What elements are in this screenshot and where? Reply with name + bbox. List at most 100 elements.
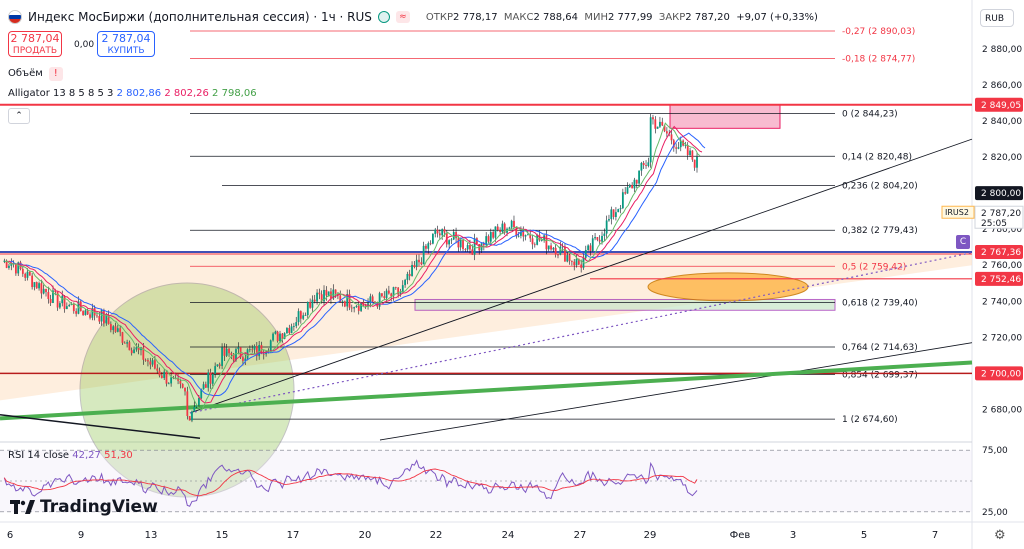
candle-body — [45, 288, 47, 293]
green-trend-line — [0, 360, 973, 421]
candle-body — [448, 240, 451, 245]
candle-body — [114, 326, 117, 332]
price-tick-label: 2 820,00 — [982, 153, 1022, 163]
candle-body — [374, 301, 376, 303]
candle-body — [485, 236, 488, 246]
close-value: 2 787,20 — [685, 11, 730, 23]
candle-body — [299, 311, 302, 319]
price-mark-label: 2 849,05 — [981, 101, 1021, 111]
rsi-legend[interactable]: RSI 14 close 42,27 51,30 — [8, 450, 133, 461]
candle-body — [540, 239, 543, 241]
candle-body — [494, 226, 497, 238]
rsi-line — [3, 459, 698, 507]
trend-line-upper — [189, 138, 973, 414]
candle-body — [225, 348, 228, 356]
gear-icon[interactable]: ⚙ — [994, 528, 1006, 543]
collapse-legend-button[interactable]: ⌃ — [8, 108, 30, 124]
irus-badge-label: IRUS2 — [945, 208, 969, 217]
candle-body — [635, 179, 638, 184]
candle-body — [663, 125, 666, 132]
candle-body — [466, 245, 469, 250]
candle-body — [436, 229, 439, 234]
candle-body — [591, 238, 594, 252]
symbol-title[interactable]: Индекс МосБиржи (дополнительная сессия) … — [28, 10, 372, 24]
candle-body — [529, 234, 532, 239]
candle-body — [156, 368, 159, 371]
buy-button[interactable]: 2 787,04 КУПИТЬ — [97, 31, 155, 57]
candle-body — [160, 375, 163, 378]
candle-body — [137, 347, 140, 351]
candle-body — [295, 322, 298, 327]
candle-body — [304, 315, 307, 316]
candle-body — [615, 212, 617, 217]
price-tick-label: 2 880,00 — [982, 45, 1022, 55]
candle-body — [31, 275, 34, 288]
sell-button[interactable]: 2 787,04 ПРОДАТЬ — [8, 31, 62, 57]
candle-body — [612, 209, 615, 217]
candle-body — [404, 279, 406, 286]
candle-body — [526, 234, 529, 236]
candle-body — [631, 184, 634, 189]
fib-level-label: 1 (2 674,60) — [842, 415, 898, 425]
candle-body — [566, 255, 569, 262]
candle-body — [568, 255, 571, 262]
candle-body — [450, 239, 453, 241]
candle-body — [112, 326, 115, 331]
candle-body — [392, 287, 395, 297]
wave-icon[interactable]: ≈ — [395, 11, 410, 23]
candle-body — [320, 294, 323, 302]
alligator-legend[interactable]: Alligator 13 8 5 8 5 3 2 802,86 2 802,26… — [8, 88, 257, 99]
candle-body — [158, 370, 161, 376]
tradingview-logo[interactable]: TradingView — [10, 497, 158, 517]
candle-body — [283, 333, 286, 339]
time-tick-label: 24 — [502, 530, 515, 541]
time-tick-label: 22 — [430, 530, 443, 541]
candle-body — [195, 405, 198, 407]
fib-level-label: 0,854 (2 699,37) — [842, 370, 918, 380]
candle-body — [72, 303, 75, 312]
candle-body — [216, 364, 219, 367]
candle-body — [288, 327, 291, 333]
candle-body — [15, 264, 17, 274]
candle-body — [42, 288, 45, 294]
time-tick-label: 15 — [216, 530, 229, 541]
alligator-label: Alligator 13 8 5 8 5 3 — [8, 88, 114, 99]
time-tick-label: 29 — [644, 530, 657, 541]
candle-body — [200, 389, 203, 399]
eye-icon[interactable] — [377, 11, 390, 23]
candle-body — [5, 260, 8, 268]
candle-body — [262, 353, 265, 355]
warning-icon[interactable]: ! — [48, 67, 63, 81]
candle-body — [47, 292, 50, 299]
candle-body — [281, 333, 284, 339]
volume-legend[interactable]: Объём! — [8, 67, 63, 81]
candle-body — [520, 231, 522, 236]
time-tick-label: 5 — [861, 530, 867, 541]
candle-body — [522, 231, 525, 237]
currency-selector[interactable]: RUB — [980, 9, 1014, 27]
candle-body — [696, 156, 698, 168]
brand-label: TradingView — [40, 497, 158, 517]
candle-body — [61, 295, 64, 304]
candle-body — [276, 331, 279, 342]
candle-body — [547, 245, 550, 250]
candle-body — [536, 234, 539, 245]
candle-body — [274, 331, 277, 334]
russia-flag-icon — [8, 10, 22, 24]
candle-body — [693, 159, 696, 168]
candle-body — [253, 346, 256, 350]
candle-body — [54, 290, 57, 292]
fib-level-label: 0,618 (2 739,40) — [842, 298, 918, 308]
candle-body — [248, 349, 251, 351]
candle-body — [126, 342, 128, 344]
candle-body — [420, 262, 423, 265]
alligator-lips-value: 2 798,06 — [212, 88, 257, 99]
time-tick-label: 7 — [932, 530, 938, 541]
candle-body — [341, 301, 344, 303]
c-badge[interactable]: C — [956, 235, 970, 249]
candle-body — [193, 406, 196, 412]
candle-body — [665, 131, 668, 134]
candle-body — [316, 292, 318, 302]
candle-body — [244, 358, 247, 361]
